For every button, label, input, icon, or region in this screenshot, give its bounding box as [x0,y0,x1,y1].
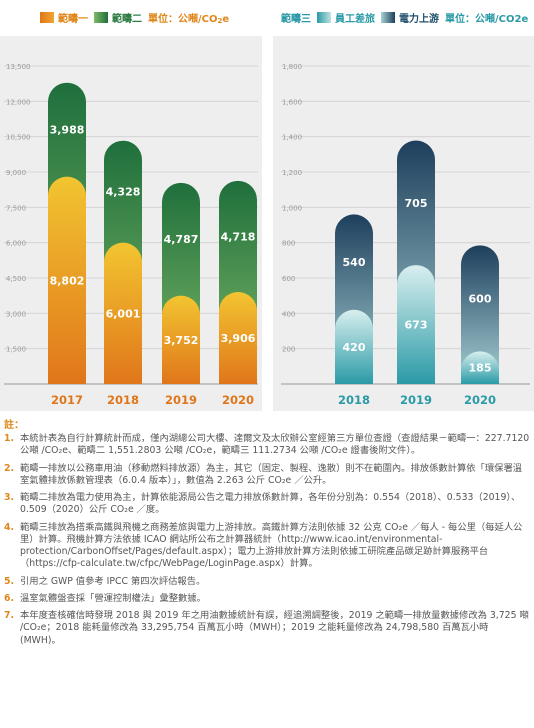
value-label-scope1: 6,001 [106,307,141,320]
notes-section: 註： 1. 本統計表為自行計算統計而成，僅內湖總公司大樓、達爾文及太欣辦公室經第三… [4,416,530,652]
y-tick-label: 1,600 [282,98,302,106]
notes-list: 1. 本統計表為自行計算統計而成，僅內湖總公司大樓、達爾文及太欣辦公室經第三方單位… [4,433,530,647]
bar-scope1-2019 [162,295,200,384]
value-label-travel: 420 [343,341,366,354]
note-item: 5. 引用之 GWP 值參考 IPCC 第四次評估報告。 [4,576,530,588]
value-label-travel: 673 [405,319,428,332]
y-tick-label: 1,400 [282,134,302,142]
legend-swatch-power [381,11,395,23]
legend-item-scope1: 範疇一 [40,10,88,25]
note-item: 4. 範疇三排放為搭乘高鐵與飛機之商務差旅與電力上游排放。高鐵計算方法則依據 32… [4,522,530,571]
note-number: 6. [4,592,15,604]
chart-panel-scope12: 1,500 3,000 4,500 6,000 7,500 9,000 10,500 12,0… [0,36,262,411]
value-label-scope2: 4,718 [221,230,256,243]
note-item: 2. 範疇一排放以公務車用油（移動燃料排放源）為主，其它（固定、製程、逸散）則不在… [4,463,530,488]
legend-unit-left: 單位：公噸/CO2e [148,10,229,25]
value-label-power: 600 [469,292,492,305]
y-tick-label: 12,000 [6,98,31,106]
y-tick-label: 1,800 [282,63,302,71]
value-label-power: 540 [343,256,366,269]
bar-travel-2019 [397,265,435,384]
bar-travel-2018 [335,309,373,384]
y-tick-label: 1,500 [6,346,26,354]
value-label-scope2: 4,787 [164,233,199,246]
legend-label-power: 電力上游 [399,13,439,25]
category-label: 2018 [107,393,139,407]
chart-scope3: 200 400 600 800 1,000 1,200 1,400 1,600 1,800 420… [281,63,530,407]
y-tick-label: 1,200 [282,169,302,177]
legend-item-power: 電力上游 [381,10,439,25]
y-tick-label: 3,000 [6,310,26,318]
note-number: 7. [4,610,15,622]
y-tick-label: 13,500 [6,63,31,71]
note-item: 1. 本統計表為自行計算統計而成，僅內湖總公司大樓、達爾文及太欣辦公室經第三方單位… [4,433,530,458]
notes-title: 註： [4,420,24,431]
y-tick-label: 7,500 [6,204,26,212]
note-number: 4. [4,521,15,533]
category-label: 2020 [464,393,496,407]
category-label: 2017 [51,393,83,407]
value-label-scope2: 4,328 [106,186,141,199]
y-tick-label: 6,000 [6,240,26,248]
value-label-scope1: 3,752 [164,334,199,347]
note-number: 3. [4,492,15,504]
note-text: 範疇三排放為搭乘高鐵與飛機之商務差旅與電力上游排放。高鐵計算方法則依據 32 公… [20,521,523,570]
legend-label-scope3: 範疇三 [281,13,311,25]
note-text: 引用之 GWP 值參考 IPCC 第四次評估報告。 [20,575,206,587]
legend-item-scope2: 範疇二 [94,10,142,25]
category-label: 2019 [400,393,432,407]
value-label-scope1: 3,906 [221,332,256,345]
bar-power-2020 [461,245,499,384]
legend-unit-left-suffix: e [222,13,230,25]
note-item: 7. 本年度查核確信時發現 2018 與 2019 年之用油數據統計有誤，經追溯調… [4,610,530,647]
category-label: 2018 [338,393,370,407]
value-label-power: 705 [405,197,428,210]
chart-scope12: 1,500 3,000 4,500 6,000 7,500 9,000 10,500 12,0… [4,63,258,407]
legend-label-travel: 員工差旅 [335,13,375,25]
bar-scope1-2017 [48,176,86,384]
bar-scope1-2018 [104,242,142,384]
y-tick-label: 10,500 [6,134,31,142]
note-item: 6. 溫室氣體盤查採「營運控制權法」彙整數據。 [4,593,530,605]
note-text: 本年度查核確信時發現 2018 與 2019 年之用油數據統計有誤，經追溯調整後… [20,610,529,646]
chart-panel-scope3: 200 400 600 800 1,000 1,200 1,400 1,600 1,800 420… [273,36,534,411]
note-number: 5. [4,575,15,587]
y-tick-label: 4,500 [6,275,26,283]
category-label: 2019 [165,393,197,407]
note-text: 範疇二排放為電力使用為主，計算依能源局公告之電力排放係數計算，各年份分別為：0.… [20,492,521,516]
bar-scope1-2020 [219,291,257,384]
note-text: 本統計表為自行計算統計而成，僅內湖總公司大樓、達爾文及太欣辦公室經第三方單位查證… [20,433,530,457]
legend-left: 範疇一 範疇二 單位：公噸/CO2e [40,8,229,26]
legend-unit-right: 單位：公噸/CO2e [445,13,529,25]
y-tick-label: 1,000 [282,204,302,212]
legend-right: 範疇三 員工差旅 電力上游 單位：公噸/CO2e [281,8,528,26]
legend-item-travel: 員工差旅 [317,10,375,25]
y-tick-label: 600 [282,275,295,283]
legend-swatch-scope1 [40,11,54,23]
bar-travel-2020 [461,351,499,384]
legend-swatch-travel [317,11,331,23]
legend-label-scope2: 範疇二 [112,13,142,25]
note-item: 3. 範疇二排放為電力使用為主，計算依能源局公告之電力排放係數計算，各年份分別為：… [4,492,530,517]
y-tick-label: 9,000 [6,169,26,177]
y-tick-label: 800 [282,240,295,248]
value-label-scope2: 3,988 [50,124,85,137]
legend-item-scope3: 範疇三 [281,10,311,25]
legend-swatch-scope2 [94,11,108,23]
value-label-scope1: 8,802 [50,274,85,287]
legend-label-scope1: 範疇一 [58,13,88,25]
y-tick-label: 200 [282,346,295,354]
note-number: 1. [4,433,15,444]
y-tick-label: 400 [282,310,295,318]
legend-unit-left-prefix: 單位：公噸/CO [148,13,218,25]
note-number: 2. [4,462,15,474]
category-label: 2020 [222,393,254,407]
legend-unit-left-sub: 2 [217,16,223,25]
note-text: 溫室氣體盤查採「營運控制權法」彙整數據。 [20,592,206,604]
note-text: 範疇一排放以公務車用油（移動燃料排放源）為主，其它（固定、製程、逸散）則不在範圍… [20,462,523,486]
value-label-travel: 185 [469,362,492,375]
